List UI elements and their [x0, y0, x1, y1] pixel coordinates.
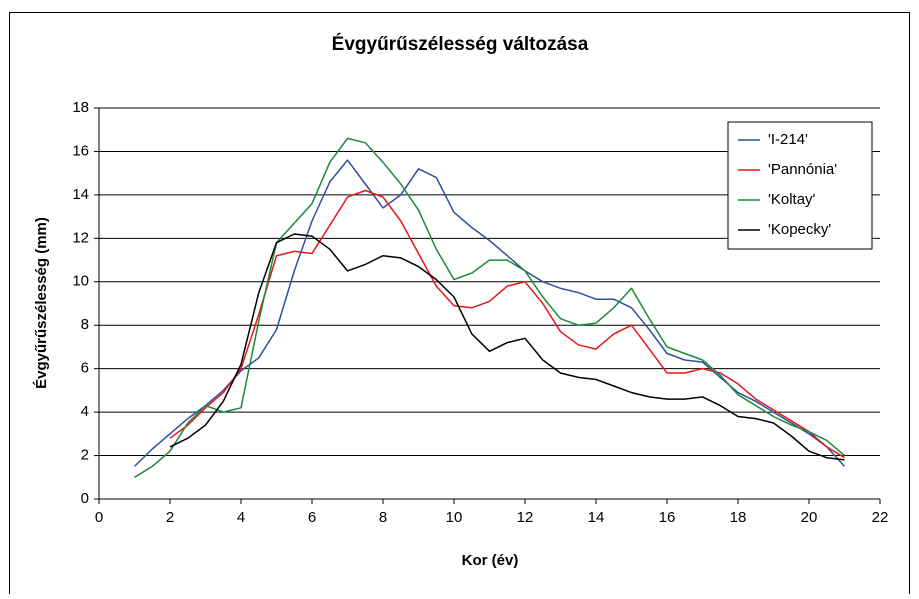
- y-tick-label: 2: [81, 447, 89, 464]
- x-axis-title: Kor (év): [462, 552, 519, 569]
- x-tick-label: 4: [237, 509, 245, 526]
- y-tick-label: 6: [81, 360, 89, 377]
- series-line: [169, 233, 845, 461]
- legend-label: 'Koltay': [768, 191, 816, 208]
- x-tick-label: 20: [801, 509, 818, 526]
- legend-label: 'I-214': [768, 131, 808, 148]
- x-tick-label: 8: [379, 509, 387, 526]
- series-line: [169, 189, 845, 459]
- y-tick-label: 16: [72, 142, 89, 159]
- x-tick-label: 12: [517, 509, 534, 526]
- y-tick-label: 0: [81, 490, 89, 507]
- chart-frame: [9, 12, 910, 599]
- chart-title: Évgyűrűszélesség változása: [332, 33, 589, 55]
- y-axis-title: Évgyűrűszélesség (mm): [33, 217, 50, 389]
- y-tick-label: 18: [72, 99, 89, 116]
- series-line: [134, 137, 845, 478]
- y-tick-label: 10: [72, 273, 89, 290]
- x-tick-label: 14: [588, 509, 605, 526]
- x-tick-label: 0: [95, 509, 103, 526]
- y-tick-label: 14: [72, 186, 89, 203]
- legend-box: [727, 121, 873, 250]
- x-tick-label: 22: [872, 509, 889, 526]
- x-tick-label: 10: [446, 509, 463, 526]
- x-tick-label: 18: [730, 509, 747, 526]
- x-tick-label: 16: [659, 509, 676, 526]
- legend-label: 'Pannónia': [768, 161, 837, 178]
- y-tick-label: 12: [72, 229, 89, 246]
- x-tick-label: 2: [166, 509, 174, 526]
- y-tick-label: 8: [81, 316, 89, 333]
- x-tick-label: 6: [308, 509, 316, 526]
- legend-label: 'Kopecky': [768, 221, 831, 238]
- y-tick-label: 4: [81, 403, 89, 420]
